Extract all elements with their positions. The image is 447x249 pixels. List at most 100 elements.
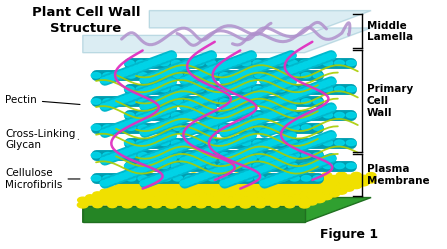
Circle shape	[329, 180, 339, 186]
Circle shape	[323, 86, 333, 92]
Circle shape	[307, 199, 317, 205]
Circle shape	[218, 60, 228, 66]
Circle shape	[143, 88, 152, 93]
Circle shape	[346, 86, 356, 92]
Polygon shape	[83, 206, 304, 222]
Circle shape	[159, 194, 169, 200]
Circle shape	[279, 97, 289, 102]
Circle shape	[167, 181, 176, 186]
Circle shape	[255, 181, 265, 186]
Circle shape	[285, 191, 295, 197]
Circle shape	[277, 109, 287, 114]
Circle shape	[136, 163, 146, 169]
Circle shape	[253, 91, 263, 97]
Circle shape	[208, 152, 218, 158]
Circle shape	[154, 152, 164, 158]
Circle shape	[152, 187, 161, 191]
Circle shape	[194, 163, 204, 169]
Circle shape	[293, 65, 303, 71]
Circle shape	[169, 147, 178, 152]
Circle shape	[211, 196, 221, 202]
Circle shape	[148, 140, 157, 145]
Circle shape	[173, 91, 183, 97]
Circle shape	[149, 74, 159, 79]
Circle shape	[103, 125, 113, 130]
Circle shape	[321, 178, 332, 184]
Circle shape	[266, 152, 276, 158]
Circle shape	[256, 187, 265, 191]
Circle shape	[204, 194, 213, 199]
Circle shape	[114, 152, 124, 158]
Circle shape	[178, 116, 188, 121]
Circle shape	[114, 73, 124, 78]
Circle shape	[292, 194, 302, 200]
Circle shape	[241, 192, 250, 197]
Circle shape	[144, 188, 155, 194]
Circle shape	[321, 183, 333, 189]
Circle shape	[321, 194, 332, 200]
Text: Primary
Cell
Wall: Primary Cell Wall	[367, 84, 413, 118]
Circle shape	[78, 197, 88, 203]
Circle shape	[219, 199, 228, 205]
Circle shape	[231, 73, 241, 78]
Circle shape	[292, 184, 302, 189]
Circle shape	[233, 199, 243, 205]
Circle shape	[202, 157, 211, 163]
Circle shape	[126, 125, 136, 130]
Circle shape	[277, 56, 287, 62]
Circle shape	[329, 186, 339, 192]
Circle shape	[115, 194, 125, 200]
Circle shape	[303, 88, 312, 93]
Circle shape	[123, 181, 131, 186]
Circle shape	[337, 183, 346, 188]
Circle shape	[234, 175, 244, 181]
Circle shape	[317, 109, 327, 114]
Circle shape	[298, 116, 308, 121]
Circle shape	[130, 194, 139, 199]
Circle shape	[279, 150, 289, 156]
Circle shape	[148, 86, 158, 92]
Circle shape	[159, 189, 169, 194]
Circle shape	[231, 125, 241, 130]
Circle shape	[317, 82, 327, 88]
Circle shape	[278, 73, 288, 78]
Circle shape	[346, 60, 356, 66]
Circle shape	[160, 163, 169, 169]
Circle shape	[237, 82, 247, 88]
Circle shape	[285, 175, 295, 181]
Circle shape	[274, 124, 284, 130]
Circle shape	[185, 156, 194, 161]
Circle shape	[282, 107, 291, 112]
Circle shape	[288, 93, 298, 99]
Circle shape	[299, 180, 310, 186]
Circle shape	[287, 133, 296, 138]
Circle shape	[169, 93, 178, 99]
Circle shape	[138, 176, 148, 181]
Circle shape	[124, 163, 134, 169]
Circle shape	[173, 188, 185, 194]
Circle shape	[136, 113, 146, 118]
Circle shape	[138, 152, 148, 158]
Circle shape	[219, 195, 228, 200]
Circle shape	[249, 119, 258, 125]
Circle shape	[110, 177, 119, 182]
Circle shape	[206, 163, 216, 169]
Circle shape	[307, 178, 317, 184]
Circle shape	[194, 113, 204, 118]
Circle shape	[196, 181, 206, 186]
Circle shape	[197, 191, 206, 196]
Circle shape	[143, 114, 152, 119]
Circle shape	[196, 99, 206, 104]
Circle shape	[237, 56, 247, 62]
Circle shape	[114, 125, 124, 130]
Circle shape	[218, 116, 228, 121]
Circle shape	[228, 140, 237, 145]
Circle shape	[190, 126, 199, 132]
Circle shape	[122, 186, 132, 191]
Circle shape	[189, 194, 198, 200]
Circle shape	[229, 60, 239, 66]
Circle shape	[229, 177, 239, 182]
Circle shape	[167, 53, 177, 58]
Circle shape	[317, 136, 327, 142]
Circle shape	[144, 183, 155, 189]
